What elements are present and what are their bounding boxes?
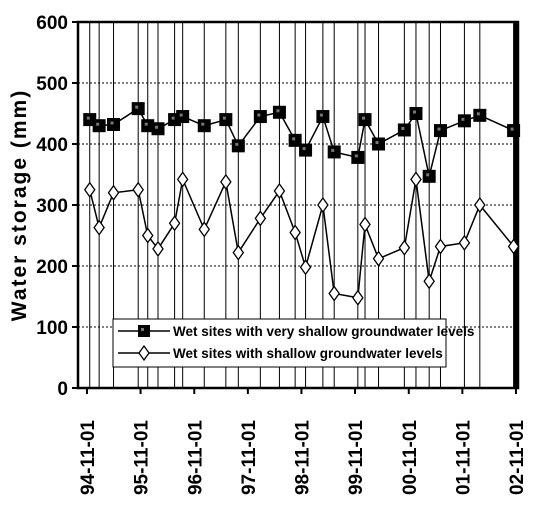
legend-label: Wet sites with very shallow groundwater … (173, 324, 474, 339)
data-point-highlight (135, 105, 139, 109)
data-point (289, 224, 301, 241)
data-point-highlight (401, 126, 405, 130)
y-tick-label: 200 (36, 257, 68, 278)
data-point-highlight (155, 125, 159, 129)
data-point-highlight (426, 173, 430, 177)
y-axis-label: Water storage (mm) (8, 89, 31, 321)
data-point (507, 238, 520, 255)
series-2 (83, 171, 520, 306)
y-tick-label: 100 (36, 318, 68, 339)
legend-marker (138, 344, 150, 362)
data-point (168, 215, 181, 232)
data-point-highlight (375, 141, 379, 144)
data-point-highlight (319, 113, 323, 117)
data-point (458, 234, 471, 251)
data-point-highlight (354, 154, 358, 158)
legend-marker-highlight (141, 328, 144, 331)
data-point (474, 196, 486, 214)
data-point (410, 171, 422, 188)
data-point (359, 216, 371, 233)
legend-item-1: Wet sites with very shallow groundwater … (118, 324, 474, 339)
x-tick-label: 97-11-01 (239, 420, 260, 495)
data-point-highlight (292, 137, 296, 141)
data-point-highlight (476, 112, 480, 116)
data-point-highlight (302, 147, 306, 151)
y-axis-ticks: 0 100 200 300 400 500 600 (36, 13, 78, 400)
data-point-highlight (171, 116, 175, 120)
y-tick-label: 600 (36, 13, 68, 34)
data-point (352, 289, 364, 306)
legend-box (112, 318, 447, 368)
legend: Wet sites with very shallow groundwater … (112, 318, 474, 368)
data-point (83, 181, 96, 198)
data-point-highlight (461, 117, 465, 121)
x-tick-label: 01-11-01 (453, 420, 474, 495)
data-point (372, 250, 385, 267)
legend-item-2: Wet sites with shallow groundwater level… (118, 344, 443, 362)
y-tick-label: 300 (36, 196, 68, 217)
data-point (273, 182, 286, 200)
data-point (107, 184, 120, 201)
data-point-highlight (86, 116, 90, 120)
x-tick-label: 94-11-01 (78, 420, 99, 495)
data-point (317, 196, 329, 214)
data-point-highlight (412, 110, 416, 114)
data-point (254, 210, 267, 227)
data-point-highlight (222, 116, 226, 120)
x-tick-label: 00-11-01 (400, 420, 421, 495)
series-line (89, 176, 515, 299)
x-tick-label: 02-11-01 (507, 420, 528, 495)
x-tick-label: 98-11-01 (292, 420, 313, 495)
data-point-highlight (110, 121, 114, 125)
y-tick-label: 500 (36, 74, 68, 95)
data-point-highlight (96, 122, 100, 126)
data-point (93, 219, 105, 236)
data-point-highlight (257, 113, 261, 117)
data-point-highlight (437, 127, 441, 131)
data-point-highlight (276, 109, 280, 113)
y-tick-label: 400 (36, 135, 68, 156)
series-layer (83, 102, 521, 306)
data-point (398, 239, 411, 256)
x-tick-label: 99-11-01 (346, 420, 367, 495)
data-point-highlight (144, 122, 148, 126)
data-point-highlight (362, 116, 366, 120)
data-point (198, 221, 211, 238)
x-tick-label: 95-11-01 (132, 420, 153, 495)
data-point-highlight (331, 148, 335, 152)
data-point (434, 238, 447, 255)
data-point-highlight (179, 113, 183, 117)
data-point (423, 273, 435, 290)
data-point (299, 259, 312, 276)
legend-label: Wet sites with shallow groundwater level… (173, 346, 443, 361)
x-axis-ticks: 94-11-01 95-11-01 96-11-01 97-11-01 98-11-01… (78, 388, 528, 495)
data-point-highlight (235, 142, 239, 146)
y-tick-label: 0 (57, 379, 68, 400)
data-point (176, 171, 189, 188)
data-point-highlight (510, 127, 514, 131)
data-point-highlight (201, 122, 205, 126)
data-point (152, 240, 164, 258)
data-point (107, 117, 121, 131)
series-line (89, 107, 514, 177)
data-point (220, 173, 232, 190)
data-point (141, 227, 154, 244)
data-point (232, 244, 245, 261)
series-1 (83, 102, 521, 183)
data-point (132, 181, 144, 198)
data-point (328, 285, 340, 302)
x-tick-label: 96-11-01 (185, 420, 206, 495)
